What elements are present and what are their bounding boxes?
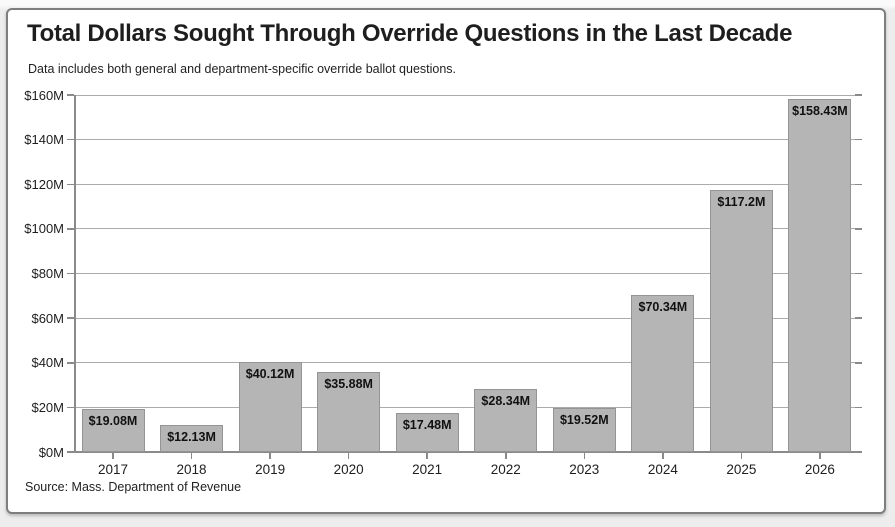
bar-value-label: $35.88M — [324, 376, 373, 391]
x-axis-label: 2025 — [726, 462, 757, 477]
bar-2021 — [395, 412, 459, 452]
x-axis-label: 2021 — [412, 462, 443, 477]
y-axis-tick-right — [855, 183, 862, 185]
y-axis-tick-right — [855, 406, 862, 409]
source-note: Source: Mass. Department of Revenue — [25, 480, 242, 494]
y-axis-tick-left — [67, 362, 74, 364]
y-axis-tick-left — [67, 228, 74, 230]
y-axis-label: $140M — [24, 132, 64, 148]
bar-2024 — [631, 295, 695, 452]
gridline — [74, 273, 855, 274]
y-axis-label: $100M — [24, 221, 64, 237]
chart-subtitle: Data includes both general and departmen… — [28, 62, 457, 76]
y-axis-label: $40M — [31, 355, 64, 371]
bar-value-label: $117.2M — [717, 195, 766, 210]
bar-value-label: $19.52M — [559, 413, 609, 428]
y-axis-tick-right — [855, 138, 862, 141]
x-axis-label: 2018 — [176, 462, 207, 477]
bar-value-label: $28.34M — [481, 393, 531, 408]
x-axis-tick — [740, 452, 743, 459]
x-axis-label: 2022 — [490, 462, 521, 477]
y-axis-line — [74, 95, 76, 452]
x-axis-label: 2020 — [333, 462, 364, 477]
y-axis-tick-right — [855, 362, 862, 364]
y-axis-tick-right — [855, 451, 862, 453]
gridline — [74, 183, 855, 185]
bar-2026 — [788, 98, 852, 452]
bar-value-label: $17.48M — [402, 417, 452, 432]
x-axis-tick — [112, 452, 114, 459]
x-axis-label: 2019 — [255, 462, 286, 477]
y-axis-tick-left — [67, 138, 74, 141]
x-axis-tick — [269, 452, 271, 459]
y-axis-label: $80M — [31, 266, 64, 281]
x-axis-tick — [662, 452, 664, 459]
y-axis-tick-left — [67, 272, 74, 275]
bar-2020 — [317, 371, 381, 452]
x-axis-tick — [190, 452, 193, 459]
chart-card-inner: Total Dollars Sought Through Override Qu… — [8, 10, 884, 512]
gridline — [74, 94, 855, 96]
x-axis-tick — [819, 452, 821, 459]
y-axis-label: $120M — [24, 176, 64, 192]
page-title: Total Dollars Sought Through Override Qu… — [27, 20, 793, 47]
x-axis-tick — [347, 452, 350, 459]
bar-2018 — [160, 424, 224, 452]
y-axis-tick-left — [67, 406, 74, 409]
x-axis-label: 2024 — [647, 462, 678, 477]
bar-2023 — [552, 408, 616, 452]
x-axis-tick — [505, 452, 507, 459]
y-axis-tick-left — [67, 183, 74, 185]
gridline — [74, 228, 855, 230]
y-axis-tick-right — [855, 94, 862, 96]
x-axis-label: 2026 — [804, 462, 835, 477]
gridline — [74, 362, 855, 364]
bar-value-label: $158.43M — [792, 103, 848, 118]
x-axis-label: 2023 — [569, 462, 600, 477]
y-axis-tick-left — [67, 317, 74, 319]
y-axis-label: $160M — [24, 87, 64, 103]
bar-2025 — [709, 190, 773, 452]
y-axis-tick-left — [67, 451, 74, 453]
y-axis-tick-right — [855, 272, 862, 275]
x-axis-label: 2017 — [97, 462, 129, 477]
gridline — [74, 317, 855, 319]
x-axis-baseline — [74, 451, 855, 453]
y-axis-tick-right — [855, 317, 862, 319]
bar-2022 — [474, 388, 538, 452]
bar-value-label: $19.08M — [88, 414, 138, 429]
y-axis-tick-left — [67, 94, 74, 96]
chart-card: Total Dollars Sought Through Override Qu… — [6, 8, 886, 514]
x-axis-tick — [426, 452, 428, 459]
y-axis-label: $0M — [38, 444, 64, 460]
y-axis-tick-right — [855, 228, 862, 230]
x-axis-tick — [583, 452, 586, 459]
y-axis-label: $20M — [31, 399, 64, 415]
gridline — [74, 406, 855, 408]
bar-value-label: $40.12M — [245, 367, 295, 382]
gridline — [74, 139, 855, 141]
bar-2017 — [81, 409, 145, 452]
bar-2019 — [238, 362, 302, 452]
bar-value-label: $12.13M — [167, 429, 216, 444]
bar-value-label: $70.34M — [638, 300, 688, 315]
y-axis-label: $60M — [31, 310, 64, 326]
bar-chart-plot-area: $0M $20M $40M $60M $80M $100M $120M $140M $160M $… — [8, 10, 884, 512]
